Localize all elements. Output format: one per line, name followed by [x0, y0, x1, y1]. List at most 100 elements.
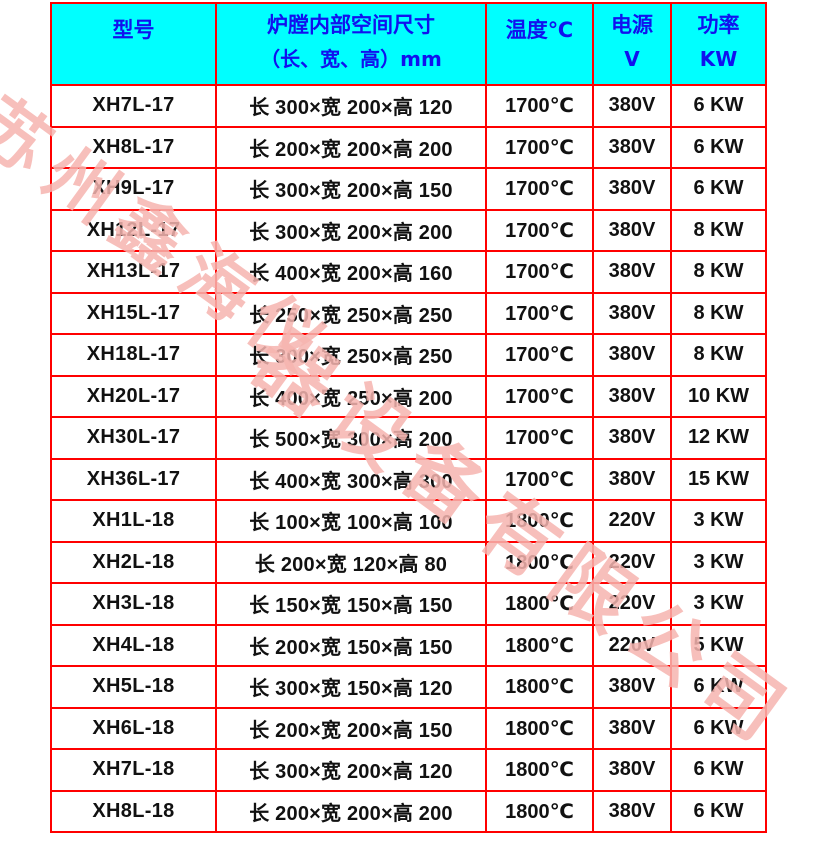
cell-volt: 380V — [592, 84, 672, 128]
cell-volt: 220V — [592, 540, 672, 584]
cell-dim: 长 200×宽 150×高 150 — [215, 623, 487, 667]
cell-temp: 1800℃ — [485, 623, 594, 667]
cell-temp: 1800℃ — [485, 748, 594, 792]
cell-temp: 1700℃ — [485, 333, 594, 377]
cell-dim: 长 400×宽 300×高 300 — [215, 457, 487, 501]
cell-dim: 长 400×宽 250×高 200 — [215, 374, 487, 418]
cell-model: XH8L-17 — [50, 125, 217, 169]
cell-temp: 1800℃ — [485, 665, 594, 709]
cell-volt: 380V — [592, 333, 672, 377]
cell-temp: 1700℃ — [485, 416, 594, 460]
table-row: XH6L-18 长 200×宽 200×高 150 1800℃ 380V 6 KW — [50, 706, 767, 750]
column-header-temperature-label: 温度℃ — [505, 18, 574, 42]
table-row: XH9L-17 长 300×宽 200×高 150 1700℃ 380V 6 KW — [50, 167, 767, 211]
table-row: XH20L-17 长 400×宽 250×高 200 1700℃ 380V 10 KW — [50, 374, 767, 418]
cell-temp: 1700℃ — [485, 457, 594, 501]
cell-power: 15 KW — [670, 457, 767, 501]
cell-temp: 1800℃ — [485, 582, 594, 626]
cell-temp: 1700℃ — [485, 374, 594, 418]
column-header-power: 功率 KW — [670, 2, 767, 86]
table-row: XH3L-18 长 150×宽 150×高 150 1800℃ 220V 3 KW — [50, 582, 767, 626]
cell-volt: 220V — [592, 499, 672, 543]
cell-temp: 1700℃ — [485, 84, 594, 128]
cell-temp: 1800℃ — [485, 540, 594, 584]
cell-model: XH6L-18 — [50, 706, 217, 750]
table-row: XH13L-17 长 400×宽 200×高 160 1700℃ 380V 8 KW — [50, 250, 767, 294]
cell-model: XH7L-18 — [50, 748, 217, 792]
spec-table-container: 型号 炉膛内部空间尺寸 （长、宽、高）mm 温度℃ 电源 — [50, 2, 767, 833]
cell-model: XH30L-17 — [50, 416, 217, 460]
table-row: XH4L-18 长 200×宽 150×高 150 1800℃ 220V 5 KW — [50, 623, 767, 667]
cell-model: XH8L-18 — [50, 789, 217, 833]
cell-temp: 1700℃ — [485, 167, 594, 211]
cell-volt: 380V — [592, 416, 672, 460]
table-row: XH2L-18 长 200×宽 120×高 80 1800℃ 220V 3 KW — [50, 540, 767, 584]
table-row: XH8L-18 长 200×宽 200×高 200 1800℃ 380V 6 KW — [50, 789, 767, 833]
cell-power: 6 KW — [670, 125, 767, 169]
cell-dim: 长 200×宽 200×高 150 — [215, 706, 487, 750]
cell-model: XH2L-18 — [50, 540, 217, 584]
cell-temp: 1800℃ — [485, 789, 594, 833]
cell-power: 6 KW — [670, 789, 767, 833]
cell-power: 8 KW — [670, 333, 767, 377]
cell-power: 6 KW — [670, 167, 767, 211]
cell-model: XH7L-17 — [50, 84, 217, 128]
cell-volt: 380V — [592, 291, 672, 335]
cell-volt: 220V — [592, 623, 672, 667]
cell-model: XH1L-18 — [50, 499, 217, 543]
cell-power: 8 KW — [670, 208, 767, 252]
cell-temp: 1700℃ — [485, 125, 594, 169]
cell-volt: 220V — [592, 582, 672, 626]
column-header-voltage: 电源 V — [592, 2, 672, 86]
cell-dim: 长 200×宽 120×高 80 — [215, 540, 487, 584]
cell-volt: 380V — [592, 374, 672, 418]
table-row: XH5L-18 长 300×宽 150×高 120 1800℃ 380V 6 KW — [50, 665, 767, 709]
cell-power: 6 KW — [670, 748, 767, 792]
cell-dim: 长 400×宽 200×高 160 — [215, 250, 487, 294]
cell-model: XH12L-17 — [50, 208, 217, 252]
cell-model: XH18L-17 — [50, 333, 217, 377]
cell-model: XH15L-17 — [50, 291, 217, 335]
cell-power: 3 KW — [670, 499, 767, 543]
furnace-spec-table: 型号 炉膛内部空间尺寸 （长、宽、高）mm 温度℃ 电源 — [50, 2, 767, 833]
cell-dim: 长 300×宽 200×高 200 — [215, 208, 487, 252]
cell-volt: 380V — [592, 208, 672, 252]
cell-power: 6 KW — [670, 665, 767, 709]
cell-model: XH3L-18 — [50, 582, 217, 626]
cell-dim: 长 300×宽 250×高 250 — [215, 333, 487, 377]
column-header-dimensions-label: 炉膛内部空间尺寸 — [267, 13, 435, 37]
cell-temp: 1700℃ — [485, 291, 594, 335]
cell-dim: 长 300×宽 200×高 120 — [215, 748, 487, 792]
table-row: XH36L-17 长 400×宽 300×高 300 1700℃ 380V 15 KW — [50, 457, 767, 501]
table-row: XH1L-18 长 100×宽 100×高 100 1800℃ 220V 3 KW — [50, 499, 767, 543]
cell-temp: 1700℃ — [485, 250, 594, 294]
cell-volt: 380V — [592, 748, 672, 792]
cell-volt: 380V — [592, 706, 672, 750]
cell-dim: 长 200×宽 200×高 200 — [215, 789, 487, 833]
cell-power: 5 KW — [670, 623, 767, 667]
cell-volt: 380V — [592, 789, 672, 833]
cell-power: 3 KW — [670, 582, 767, 626]
cell-model: XH4L-18 — [50, 623, 217, 667]
cell-volt: 380V — [592, 457, 672, 501]
cell-model: XH9L-17 — [50, 167, 217, 211]
cell-volt: 380V — [592, 167, 672, 211]
column-header-voltage-label: 电源 — [611, 13, 653, 37]
cell-model: XH13L-17 — [50, 250, 217, 294]
column-header-temperature: 温度℃ — [485, 2, 594, 86]
cell-power: 3 KW — [670, 540, 767, 584]
header-row: 型号 炉膛内部空间尺寸 （长、宽、高）mm 温度℃ 电源 — [50, 2, 767, 86]
cell-power: 8 KW — [670, 250, 767, 294]
cell-dim: 长 100×宽 100×高 100 — [215, 499, 487, 543]
cell-power: 8 KW — [670, 291, 767, 335]
column-header-dimensions-sublabel: （长、宽、高）mm — [260, 47, 442, 71]
cell-dim: 长 150×宽 150×高 150 — [215, 582, 487, 626]
cell-model: XH20L-17 — [50, 374, 217, 418]
column-header-voltage-sublabel: V — [624, 47, 640, 71]
column-header-power-sublabel: KW — [699, 47, 738, 71]
cell-dim: 长 500×宽 300×高 200 — [215, 416, 487, 460]
cell-dim: 长 250×宽 250×高 250 — [215, 291, 487, 335]
cell-model: XH5L-18 — [50, 665, 217, 709]
cell-dim: 长 300×宽 200×高 150 — [215, 167, 487, 211]
cell-temp: 1700℃ — [485, 208, 594, 252]
